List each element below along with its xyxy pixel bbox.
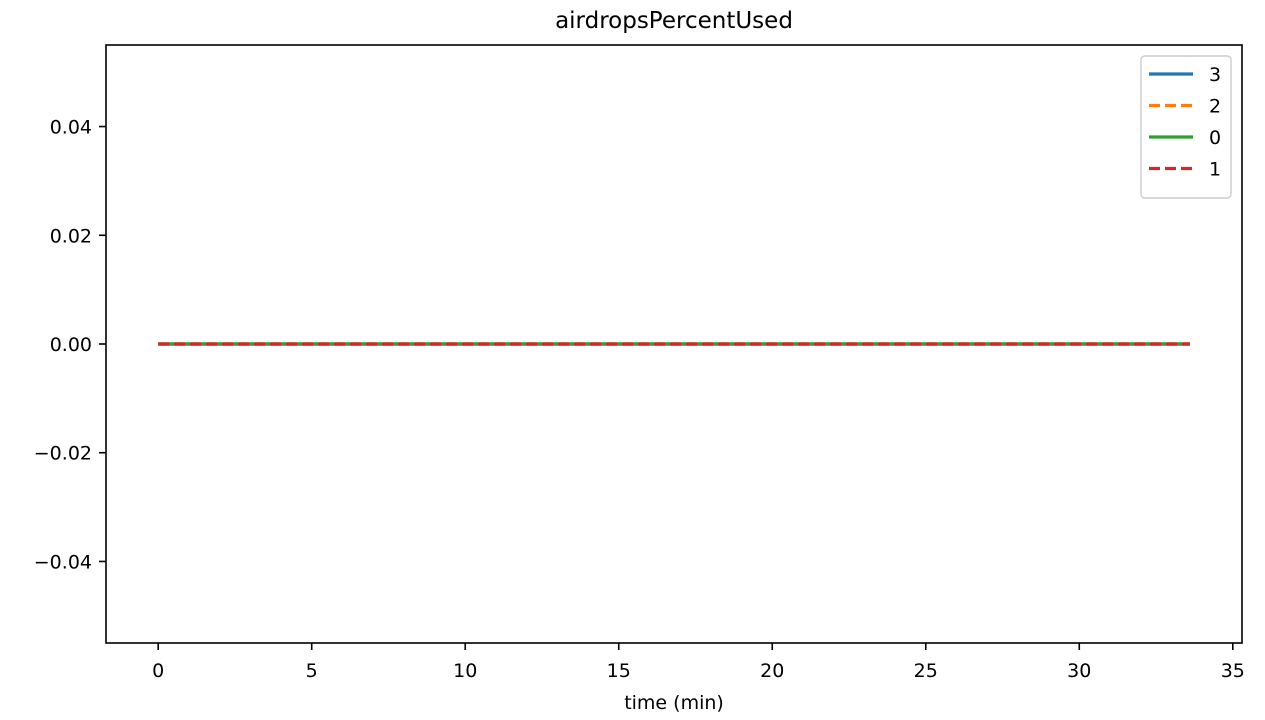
legend-label-3: 3: [1209, 64, 1221, 86]
x-axis: 0 5 10 15 20 25 30 35: [152, 643, 1245, 682]
x-tick-label: 25: [914, 660, 938, 682]
x-tick-label: 10: [453, 660, 477, 682]
x-tick-label: 30: [1067, 660, 1091, 682]
x-axis-label: time (min): [624, 692, 724, 714]
y-tick-label: −0.04: [34, 551, 92, 573]
y-tick-label: 0.04: [50, 117, 92, 139]
x-tick-label: 0: [152, 660, 164, 682]
y-tick-label: −0.02: [34, 443, 92, 465]
legend-label-2: 2: [1209, 96, 1221, 118]
legend: 3 2 0 1: [1140, 55, 1232, 199]
x-tick-label: 15: [607, 660, 631, 682]
y-tick-label: 0.02: [50, 225, 92, 247]
y-axis: 0.04 0.02 0.00 −0.02 −0.04: [34, 117, 106, 573]
y-tick-label: 0.00: [50, 334, 92, 356]
x-tick-label: 5: [306, 660, 318, 682]
legend-label-0: 0: [1209, 127, 1221, 149]
legend-box: [1140, 55, 1232, 199]
x-tick-label: 20: [760, 660, 784, 682]
legend-label-1: 1: [1209, 159, 1221, 181]
x-tick-label: 35: [1221, 660, 1245, 682]
chart-title: airdropsPercentUsed: [555, 8, 793, 34]
